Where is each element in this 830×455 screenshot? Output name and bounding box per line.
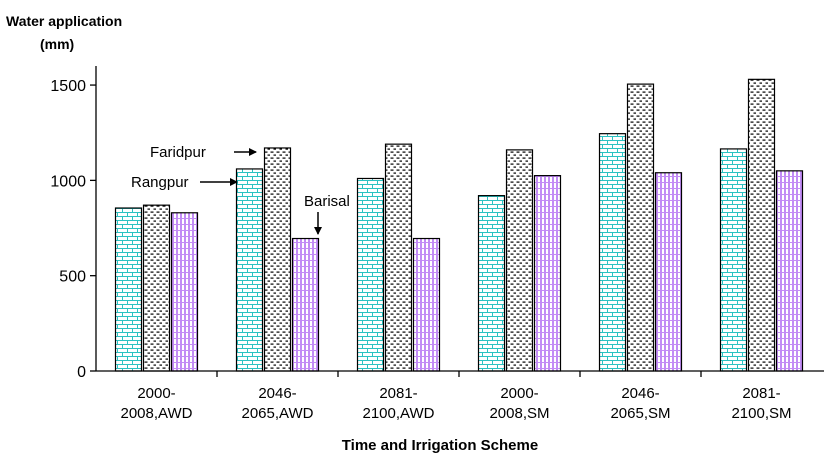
x-category-label: 2046- bbox=[621, 385, 659, 402]
bars-group bbox=[114, 78, 804, 372]
x-category-label: 2081- bbox=[379, 385, 417, 402]
annotation-faridpur-label: Faridpur bbox=[150, 144, 206, 161]
y-tick-label: 0 bbox=[77, 364, 86, 381]
x-axis-label: Time and Irrigation Scheme bbox=[342, 437, 538, 454]
bar-rangpur bbox=[598, 133, 627, 372]
y-tick-label: 500 bbox=[59, 269, 86, 286]
x-category-label: 2008,SM bbox=[489, 405, 549, 422]
x-category-label: 2008,AWD bbox=[121, 405, 193, 422]
x-axis-categories: 2000- 2008,AWD 2046- 2065,AWD 2081- 2100,AWD 2… bbox=[121, 371, 792, 422]
x-category-label: 2081- bbox=[742, 385, 780, 402]
bar-barisal bbox=[775, 170, 804, 372]
annotation-faridpur: Faridpur bbox=[150, 144, 257, 161]
bar-rangpur bbox=[719, 148, 748, 372]
bar-barisal bbox=[533, 175, 562, 372]
bar-rangpur bbox=[356, 177, 385, 372]
x-category-label: 2046- bbox=[258, 385, 296, 402]
y-tick-label: 1500 bbox=[50, 78, 86, 95]
annotation-barisal: Barisal bbox=[304, 193, 350, 235]
x-category-label: 2000- bbox=[500, 385, 538, 402]
bar-rangpur bbox=[235, 168, 264, 372]
x-category-label: 2100,AWD bbox=[363, 405, 435, 422]
y-axis-label-line2: (mm) bbox=[40, 36, 74, 52]
bar-barisal bbox=[412, 237, 441, 372]
x-category-label: 2065,SM bbox=[610, 405, 670, 422]
bar-faridpur bbox=[142, 204, 171, 372]
y-tick-label: 1000 bbox=[50, 173, 86, 190]
bar-barisal bbox=[654, 172, 683, 372]
bar-barisal bbox=[170, 212, 199, 372]
annotation-rangpur-label: Rangpur bbox=[131, 174, 189, 191]
annotation-rangpur: Rangpur bbox=[131, 174, 238, 191]
bar-faridpur bbox=[263, 147, 292, 372]
bar-barisal bbox=[291, 237, 320, 372]
x-category-label: 2100,SM bbox=[731, 405, 791, 422]
x-category-label: 2000- bbox=[137, 385, 175, 402]
y-axis-label-line1: Water application bbox=[6, 13, 122, 29]
bar-faridpur bbox=[505, 149, 534, 372]
bar-rangpur bbox=[114, 207, 143, 372]
bar-faridpur bbox=[626, 83, 655, 372]
annotation-barisal-label: Barisal bbox=[304, 193, 350, 210]
bar-faridpur bbox=[384, 143, 413, 372]
x-category-label: 2065,AWD bbox=[242, 405, 314, 422]
y-axis-ticks: 0 500 1000 1500 bbox=[50, 78, 96, 381]
bar-faridpur bbox=[747, 78, 776, 372]
bar-rangpur bbox=[477, 195, 506, 372]
